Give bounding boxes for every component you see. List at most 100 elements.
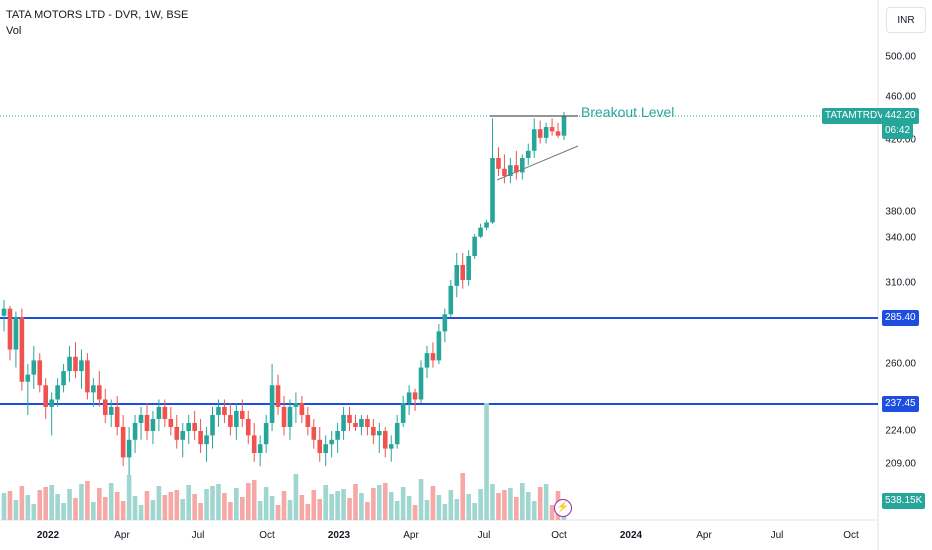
currency-button[interactable]: INR xyxy=(886,7,926,33)
candle-body xyxy=(275,385,281,407)
volume-bar xyxy=(251,480,257,520)
price-tick-label: 380.00 xyxy=(885,206,916,218)
candle-body xyxy=(430,353,436,361)
candle-body xyxy=(186,422,191,431)
candle-body xyxy=(25,374,31,382)
time-tick-label: Jul xyxy=(477,530,491,541)
volume-bar xyxy=(335,491,340,520)
volume-bar xyxy=(67,489,72,520)
candle-body xyxy=(555,131,561,136)
volume-bar xyxy=(305,504,311,520)
volume-bar xyxy=(43,487,49,520)
candle-body xyxy=(293,403,299,407)
volume-bar xyxy=(478,489,483,520)
price-tick-label: 310.00 xyxy=(885,277,916,289)
candle-body xyxy=(448,285,454,315)
time-tick-label: Apr xyxy=(696,530,712,541)
volume-bar xyxy=(49,485,54,520)
candle-body xyxy=(549,127,555,132)
volume-bar xyxy=(138,505,144,520)
volume-bar xyxy=(55,494,60,520)
candle-body xyxy=(180,431,186,440)
time-tick-label: Oct xyxy=(259,530,275,541)
volume-bar xyxy=(472,503,477,520)
volume-bar xyxy=(317,499,323,520)
candle-body xyxy=(311,426,317,440)
volume-bar xyxy=(502,490,507,520)
candle-body xyxy=(192,422,197,431)
candle-body xyxy=(132,422,138,440)
volume-bar xyxy=(347,498,352,520)
price-tick-label: 420.00 xyxy=(885,134,916,146)
candle-body xyxy=(531,129,537,151)
volume-bar xyxy=(222,493,227,520)
time-tick-label: Apr xyxy=(403,530,419,541)
candle-body xyxy=(478,227,483,237)
volume-bar xyxy=(365,502,370,520)
volume-bar xyxy=(371,488,376,520)
lower-level-tag: 237.45 xyxy=(882,396,919,412)
volume-bar xyxy=(329,494,334,520)
candle-body xyxy=(174,426,180,440)
candle-body xyxy=(245,418,251,436)
volume-bar xyxy=(156,486,162,520)
volume-bar xyxy=(460,473,466,520)
volume-bar xyxy=(228,502,233,520)
volume-bar xyxy=(97,488,102,520)
candle-body xyxy=(114,406,120,427)
volume-bar xyxy=(293,474,299,520)
candle-body xyxy=(347,414,352,423)
volume-bar xyxy=(102,497,108,520)
candle-body xyxy=(377,431,382,436)
volume-bar xyxy=(388,492,394,520)
candle-body xyxy=(382,431,388,449)
volume-bar xyxy=(234,488,239,520)
time-tick-label: Apr xyxy=(114,530,130,541)
volume-bar xyxy=(91,502,96,520)
volume-bar xyxy=(394,501,400,520)
candle-body xyxy=(341,414,346,431)
volume-bar xyxy=(239,497,245,520)
time-tick-label: Jul xyxy=(191,530,205,541)
price-tick-label: 460.00 xyxy=(885,91,916,103)
volume-bar xyxy=(490,484,495,520)
bar-countdown-tag: 06:42 xyxy=(882,123,914,139)
volume-bar xyxy=(436,495,442,520)
candle-body xyxy=(210,414,215,436)
chart-legend: TATA MOTORS LTD - DVR, 1W, BSE Vol xyxy=(6,7,188,39)
candle-body xyxy=(525,150,531,158)
volume-bar xyxy=(126,475,132,520)
volume-bar xyxy=(359,493,364,520)
lightning-icon[interactable]: ⚡ xyxy=(554,499,572,517)
price-tick-label: 209.00 xyxy=(885,458,916,470)
candle-body xyxy=(239,410,245,419)
candle-body xyxy=(7,308,13,350)
volume-bar xyxy=(519,483,525,520)
candle-body xyxy=(43,385,49,407)
candle-body xyxy=(138,414,144,423)
volume-bar xyxy=(269,496,275,520)
candle-body xyxy=(251,435,257,453)
volume-bar xyxy=(448,490,454,520)
volume-bar xyxy=(287,500,293,520)
candle-body xyxy=(19,317,25,382)
candle-body xyxy=(424,353,430,368)
volume-bar xyxy=(537,487,543,520)
candle-body xyxy=(269,385,275,423)
volume-bar xyxy=(406,496,412,520)
candle-body xyxy=(79,360,84,372)
candle-body xyxy=(67,356,72,372)
volume-bar xyxy=(19,486,25,520)
volume-bar xyxy=(204,489,209,520)
volume-bar xyxy=(382,483,388,520)
candle-body xyxy=(442,314,448,332)
candle-body xyxy=(55,385,60,400)
candle-body xyxy=(353,422,358,427)
candle-body xyxy=(472,236,477,256)
candle-body xyxy=(496,158,501,169)
symbol-title: TATA MOTORS LTD - DVR, 1W, BSE xyxy=(6,9,189,21)
symbol-price-tag: TATAMTRDVR xyxy=(822,108,895,124)
volume-bar xyxy=(31,504,37,520)
volume-bar xyxy=(1,493,7,520)
